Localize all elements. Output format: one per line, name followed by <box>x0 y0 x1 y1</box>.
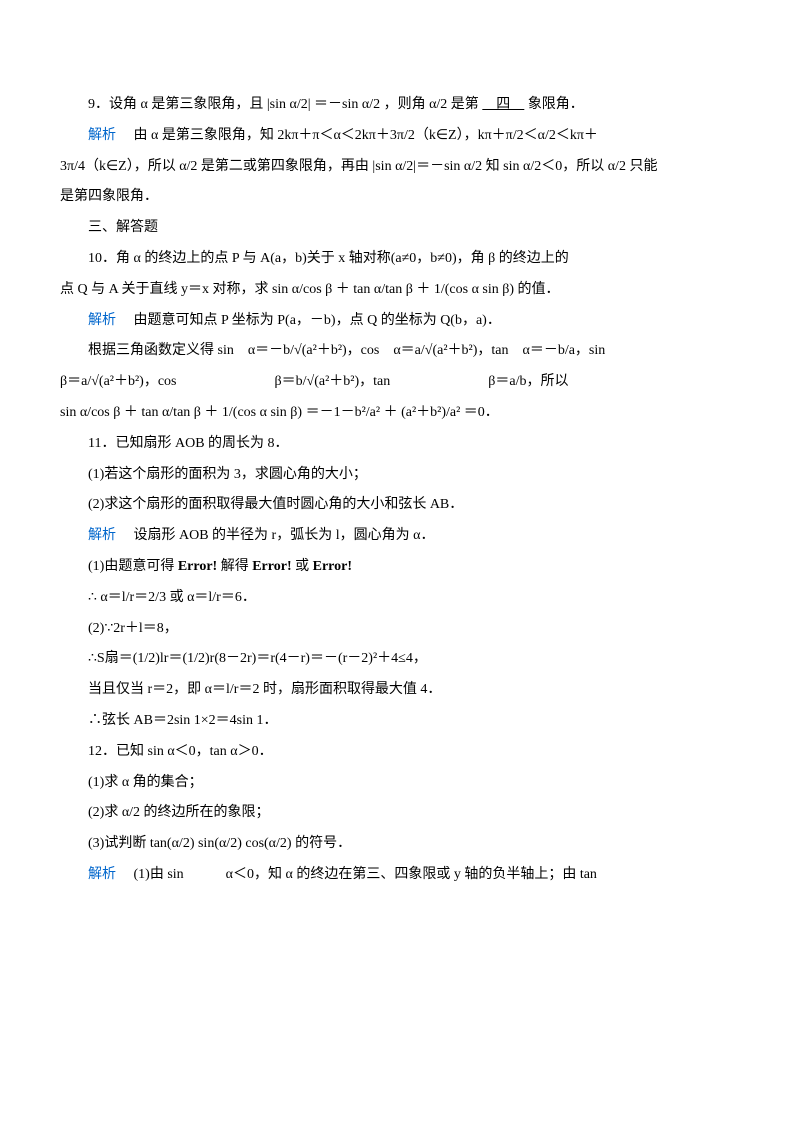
q11-sol-a: 设扇形 AOB 的半径为 r，弧长为 l，圆心角为 α． <box>120 528 435 543</box>
q9-stem-c: 象限角． <box>528 97 584 112</box>
q10-sol-line2: 根据三角函数定义得 sin α＝－b/√(a²＋b²)，cos α＝a/√(a²… <box>60 336 740 367</box>
q11-err3: Error! <box>313 559 352 574</box>
q11-sol-label: 解析 <box>88 528 116 543</box>
q9-sol-line3: 是第四象限角． <box>60 182 740 213</box>
section-3-heading: 三、解答题 <box>60 213 740 244</box>
q11-p2: (2)求这个扇形的面积取得最大值时圆心角的大小和弦长 AB． <box>60 490 740 521</box>
q12-p3: (3)试判断 tan(α/2) sin(α/2) cos(α/2) 的符号． <box>60 829 740 860</box>
q9-sol-a: 由 α 是第三象限角，知 2kπ＋π＜α＜2kπ＋3π/2（k∈Z），kπ＋π/… <box>120 128 598 143</box>
q11-sol-f: 当且仅当 r＝2，即 α＝l/r＝2 时，扇形面积取得最大值 4． <box>60 675 740 706</box>
q10-sol-label: 解析 <box>88 313 116 328</box>
q11-sol-c: ∴ α＝l/r＝2/3 或 α＝l/r＝6． <box>60 583 740 614</box>
q11-sol-d: (2)∵2r＋l＝8， <box>60 614 740 645</box>
q9-eq: ＝－sin α/2 <box>314 97 380 112</box>
q9-stem: 9．设角 α 是第三象限角，且 |sin α/2| ＝－sin α/2 ，则角 … <box>60 90 740 121</box>
q9-sol-label: 解析 <box>88 128 116 143</box>
q11-sol-e: ∴S扇＝(1/2)lr＝(1/2)r(8－2r)＝r(4－r)＝－(r－2)²＋… <box>60 644 740 675</box>
q11-sol-g: ∴弦长 AB＝2sin 1×2＝4sin 1． <box>60 706 740 737</box>
q9-stem-b: ，则角 α/2 是第 <box>384 97 479 112</box>
q12-p2: (2)求 α/2 的终边所在的象限； <box>60 798 740 829</box>
q10-sol-line1: 解析 由题意可知点 P 坐标为 P(a，－b)，点 Q 的坐标为 Q(b，a)． <box>60 306 740 337</box>
q10-sol-line3: β＝a/√(a²＋b²)，cos β＝b/√(a²＋b²)，tan β＝a/b，… <box>60 367 740 398</box>
q9-sol-line1: 解析 由 α 是第三象限角，知 2kπ＋π＜α＜2kπ＋3π/2（k∈Z），kπ… <box>60 121 740 152</box>
q11-sol-b2: 解得 <box>221 559 249 574</box>
q12-p1: (1)求 α 角的集合； <box>60 768 740 799</box>
q11-err1: Error! <box>178 559 217 574</box>
q10-sol-a: 由题意可知点 P 坐标为 P(a，－b)，点 Q 的坐标为 Q(b，a)． <box>120 313 501 328</box>
q11-sol-line2: (1)由题意可得 Error! 解得 Error! 或 Error! <box>60 552 740 583</box>
q12-sol-line1: 解析 (1)由 sin α＜0，知 α 的终边在第三、四象限或 y 轴的负半轴上… <box>60 860 740 891</box>
q11-err2: Error! <box>252 559 291 574</box>
q12-sol-label: 解析 <box>88 867 116 882</box>
q10-stem-b: 点 Q 与 A 关于直线 y＝x 对称，求 sin α/cos β ＋ tan … <box>60 275 740 306</box>
q11-sol-b3: 或 <box>295 559 309 574</box>
q9-abs: |sin α/2| <box>267 97 311 112</box>
q11-sol-b: (1)由题意可得 <box>88 559 174 574</box>
q12-stem: 12．已知 sin α＜0，tan α＞0． <box>60 737 740 768</box>
q10-sol-line4: sin α/cos β ＋ tan α/tan β ＋ 1/(cos α sin… <box>60 398 740 429</box>
q12-sol-a: (1)由 sin α＜0，知 α 的终边在第三、四象限或 y 轴的负半轴上；由 … <box>120 867 597 882</box>
q11-sol-line1: 解析 设扇形 AOB 的半径为 r，弧长为 l，圆心角为 α． <box>60 521 740 552</box>
q9-stem-a: 9．设角 α 是第三象限角，且 <box>88 97 263 112</box>
q9-blank: 四 <box>482 97 524 112</box>
q11-p1: (1)若这个扇形的面积为 3，求圆心角的大小； <box>60 460 740 491</box>
q11-stem: 11．已知扇形 AOB 的周长为 8． <box>60 429 740 460</box>
document-page: 9．设角 α 是第三象限角，且 |sin α/2| ＝－sin α/2 ，则角 … <box>0 0 800 1132</box>
q10-stem-a: 10．角 α 的终边上的点 P 与 A(a，b)关于 x 轴对称(a≠0，b≠0… <box>60 244 740 275</box>
q9-sol-line2: 3π/4（k∈Z），所以 α/2 是第二或第四象限角，再由 |sin α/2|＝… <box>60 152 740 183</box>
